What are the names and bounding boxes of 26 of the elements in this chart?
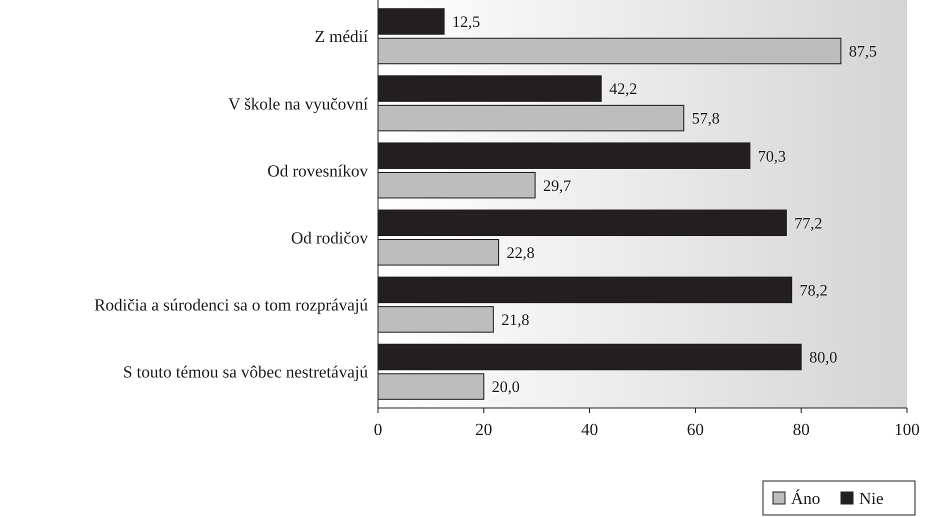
legend-label: Nie — [859, 488, 884, 508]
data-label: 77,2 — [794, 215, 822, 232]
data-label: 87,5 — [848, 44, 877, 61]
y-tick-label: Od rodičov — [291, 228, 368, 248]
data-label: 42,2 — [609, 81, 638, 98]
y-tick-label: Z médií — [314, 27, 368, 46]
data-label: 12,5 — [452, 14, 480, 32]
x-tick-label: 100 — [894, 420, 920, 439]
x-tick-label: 40 — [581, 420, 598, 439]
data-label: 21,8 — [501, 312, 530, 330]
x-tick-label: 20 — [475, 420, 492, 439]
data-label: 57,8 — [692, 110, 720, 128]
x-tick-label: 0 — [374, 420, 382, 439]
legend-label: Áno — [791, 488, 820, 508]
y-tick-label: Rodičia a súrodenci sa o tom rozprávajú — [94, 296, 368, 315]
data-label: 29,7 — [543, 178, 572, 195]
x-tick-label: 80 — [792, 420, 810, 439]
x-tick-label: 60 — [686, 420, 704, 439]
data-label: 80,0 — [809, 350, 838, 367]
data-label: 22,8 — [506, 244, 535, 262]
data-label: 70,3 — [758, 148, 786, 166]
y-tick-label: S touto témou sa vôbec nestretávajú — [122, 362, 368, 382]
y-tick-label: Od rovesníkov — [267, 161, 368, 180]
data-label: 20,0 — [492, 379, 520, 396]
y-tick-label: V škole na vyučovní — [228, 94, 368, 114]
data-label: 78,2 — [800, 282, 828, 300]
